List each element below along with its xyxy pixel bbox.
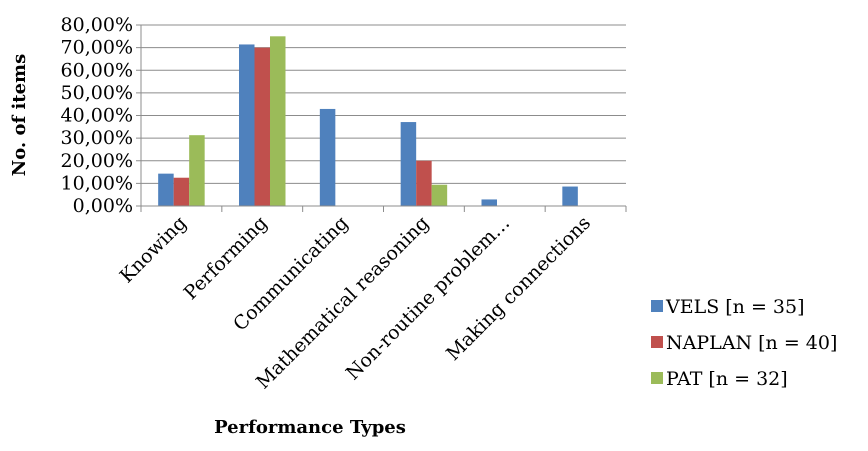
bar-vels-5 (562, 186, 578, 206)
y-tick-labels: 0,00%10,00%20,00%30,00%40,00%50,00%60,00… (61, 14, 133, 217)
axes (136, 24, 627, 212)
legend: VELS [n = 35] NAPLAN [n = 40] PAT [n = 32] (651, 296, 837, 390)
legend-label: PAT [n = 32] (666, 368, 788, 390)
bar-pat-0 (189, 135, 205, 206)
x-category-label: Mathematical reasoning (252, 212, 433, 393)
bar-vels-3 (400, 122, 417, 206)
bar-naplan-1 (254, 47, 270, 206)
y-tick-label: 70,00% (61, 37, 133, 59)
y-tick-label: 40,00% (61, 105, 133, 127)
bars (158, 36, 578, 206)
x-category-label: Making connections (442, 212, 595, 365)
gridlines (141, 24, 626, 184)
bar-naplan-0 (173, 177, 190, 206)
y-tick-label: 60,00% (61, 59, 133, 81)
y-tick-label: 20,00% (61, 150, 133, 172)
y-tick-label: 0,00% (73, 195, 133, 217)
bar-vels-1 (239, 44, 255, 206)
legend-swatch (651, 300, 663, 312)
bar-vels-4 (481, 199, 497, 206)
y-tick-label: 80,00% (61, 14, 133, 36)
x-category-label: Knowing (116, 212, 191, 287)
x-axis-title: Performance Types (214, 417, 406, 438)
y-tick-label: 10,00% (61, 172, 133, 194)
legend-swatch (651, 372, 663, 384)
y-tick-label: 30,00% (61, 127, 133, 149)
legend-swatch (651, 336, 663, 348)
bar-pat-3 (431, 184, 448, 206)
bar-pat-1 (270, 36, 286, 206)
x-category-label: Non-routine problem… (342, 212, 514, 384)
legend-label: NAPLAN [n = 40] (666, 332, 837, 354)
bar-naplan-3 (416, 160, 432, 206)
legend-label: VELS [n = 35] (665, 296, 805, 318)
bar-vels-2 (319, 108, 336, 206)
y-axis-title: No. of items (9, 54, 30, 176)
y-tick-label: 50,00% (61, 82, 133, 104)
bar-vels-0 (158, 173, 174, 206)
x-category-labels: KnowingPerformingCommunicatingMathematic… (116, 212, 596, 393)
